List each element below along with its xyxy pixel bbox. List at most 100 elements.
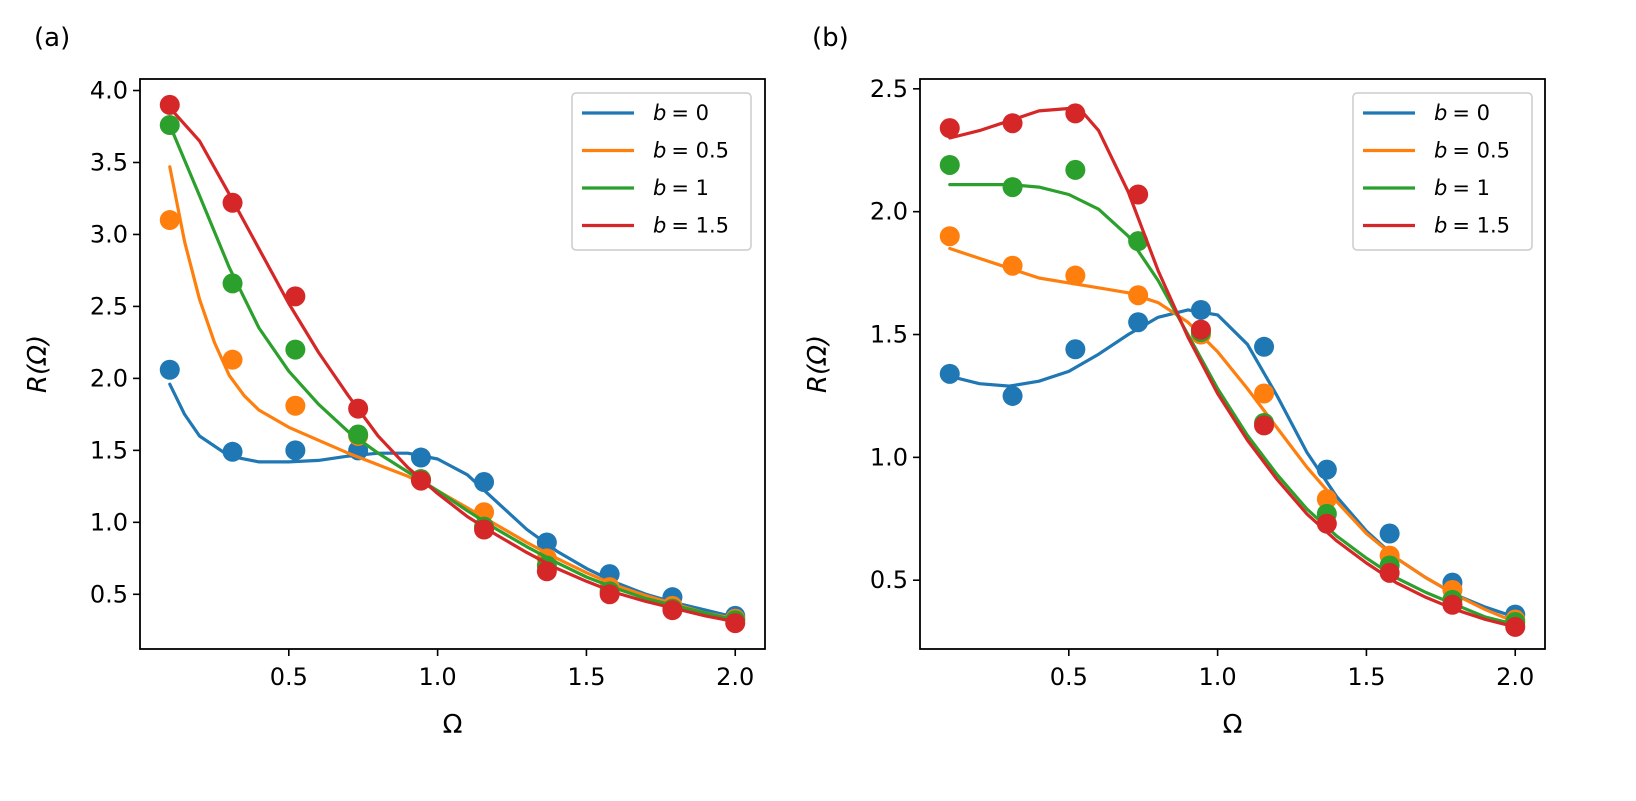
- data-point: [1128, 231, 1149, 252]
- data-point: [1254, 415, 1275, 436]
- series-line-3: [948, 106, 1517, 629]
- legend-var: b: [653, 101, 666, 125]
- data-point: [285, 440, 306, 461]
- plot-frame: [919, 78, 1546, 650]
- data-point: [1128, 184, 1149, 205]
- x-tick-label: 2.0: [1496, 663, 1534, 691]
- legend-var: b: [1434, 139, 1447, 163]
- legend-value: = 0.5: [1452, 139, 1510, 163]
- data-point: [159, 210, 180, 231]
- series-line-2: [168, 123, 737, 622]
- data-point: [536, 561, 557, 582]
- legend-entry: b = 1.5: [653, 214, 729, 238]
- y-tick-label: 1.5: [870, 321, 908, 349]
- y-tick-label: 3.0: [90, 220, 128, 248]
- data-point: [536, 532, 557, 553]
- data-point: [1065, 265, 1086, 286]
- data-point: [410, 470, 431, 491]
- legend-box: [1352, 92, 1533, 251]
- y-tick-label: 2.5: [870, 75, 908, 103]
- data-point: [1128, 285, 1149, 306]
- data-point: [939, 118, 960, 139]
- x-tick-label: 2.0: [716, 663, 754, 691]
- x-tick-label: 1.5: [1347, 663, 1385, 691]
- legend-value: = 1: [671, 176, 709, 200]
- x-tick-label: 1.5: [567, 663, 605, 691]
- data-point: [410, 447, 431, 468]
- data-point: [1316, 513, 1337, 534]
- legend-entry: b = 0: [1434, 101, 1490, 125]
- data-point: [1065, 103, 1086, 124]
- data-point: [285, 286, 306, 307]
- data-point: [1065, 159, 1086, 180]
- data-point: [474, 519, 495, 540]
- x-tick-label: 0.5: [1050, 663, 1088, 691]
- legend: b = 0b = 0.5b = 1b = 1.5: [571, 92, 752, 251]
- data-point: [348, 398, 369, 419]
- data-point: [1002, 385, 1023, 406]
- y-tick-label: 0.5: [870, 566, 908, 594]
- legend-var: b: [653, 176, 666, 200]
- legend-value: = 1: [1452, 176, 1490, 200]
- y-tick-label: 4.0: [90, 77, 128, 105]
- legend-value: = 1.5: [671, 214, 729, 238]
- x-axis-label: Ω: [443, 710, 463, 740]
- data-point: [1442, 594, 1463, 615]
- y-tick-label: 1.0: [90, 508, 128, 536]
- data-point: [1379, 562, 1400, 583]
- plot-area: [159, 94, 746, 634]
- x-tick-label: 0.5: [270, 663, 308, 691]
- data-point: [1002, 177, 1023, 198]
- legend-value: = 0: [1452, 101, 1490, 125]
- data-point: [1254, 336, 1275, 357]
- legend-entry: b = 0.5: [1434, 139, 1510, 163]
- panel-a: (a) 0.5 1.0 1.5 2.0 0.5 1.0 1.5 2.0 2.5 3.0 3.5 4.0 Ω…: [23, 23, 766, 740]
- data-point: [474, 472, 495, 493]
- legend-var: b: [1434, 101, 1447, 125]
- data-point: [1128, 312, 1149, 333]
- x-axis-label: Ω: [1223, 710, 1243, 740]
- legend-value: = 1.5: [1452, 214, 1510, 238]
- data-point: [1002, 113, 1023, 134]
- data-point: [1254, 383, 1275, 404]
- legend-entry: b = 0.5: [653, 139, 729, 163]
- data-point: [159, 94, 180, 115]
- plot-frame: [139, 78, 766, 650]
- y-tick-label: 2.0: [90, 364, 128, 392]
- data-point: [939, 226, 960, 247]
- data-point: [725, 613, 746, 634]
- y-tick-label: 2.5: [90, 292, 128, 320]
- data-point: [285, 395, 306, 416]
- panel-label: (a): [34, 23, 70, 53]
- data-point: [222, 273, 243, 294]
- data-point: [1316, 489, 1337, 510]
- data-point: [1190, 299, 1211, 320]
- data-point: [662, 600, 683, 621]
- legend-entry: b = 1.5: [1434, 214, 1510, 238]
- data-point: [222, 192, 243, 213]
- legend: b = 0b = 0.5b = 1b = 1.5: [1352, 92, 1533, 251]
- series-line-0: [948, 308, 1517, 619]
- data-point: [1379, 523, 1400, 544]
- y-axis-label: R(Ω): [23, 335, 53, 393]
- plot-area: [939, 103, 1526, 637]
- y-tick-label: 3.5: [90, 148, 128, 176]
- legend-entry: b = 1: [653, 176, 709, 200]
- panel-label: (b): [812, 23, 849, 53]
- legend-var: b: [653, 214, 666, 238]
- data-point: [939, 363, 960, 384]
- data-point: [1065, 339, 1086, 360]
- data-point: [285, 339, 306, 360]
- legend-var: b: [1434, 176, 1447, 200]
- data-point: [1505, 616, 1526, 637]
- x-tick-label: 1.0: [419, 663, 457, 691]
- data-point: [222, 349, 243, 370]
- legend-var: b: [653, 139, 666, 163]
- legend-entry: b = 0: [653, 101, 709, 125]
- legend-value: = 0: [671, 101, 709, 125]
- y-tick-label: 1.5: [90, 436, 128, 464]
- data-point: [1002, 255, 1023, 276]
- legend-value: = 0.5: [671, 139, 729, 163]
- data-point: [159, 115, 180, 136]
